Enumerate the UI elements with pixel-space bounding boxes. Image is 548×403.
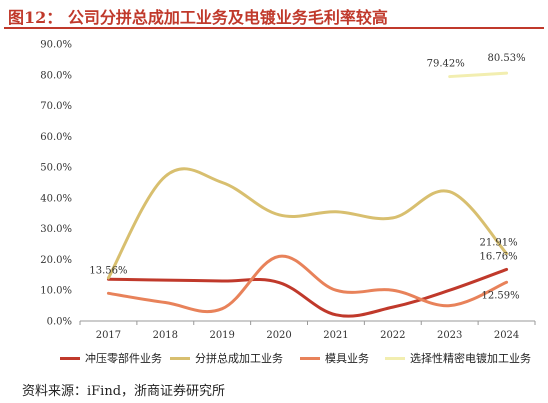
legend-label: 选择性精密电镀加工业务 [410,352,531,365]
data-point [448,304,451,307]
y-tick-label: 0.0% [47,317,72,328]
legend-item: 模具业务 [300,350,369,366]
legend-label: 模具业务 [325,352,369,365]
y-tick-label: 40.0% [40,193,72,204]
legend-item: 选择性精密电镀加工业务 [385,350,531,366]
y-tick-label: 10.0% [40,286,72,297]
y-tick-label: 30.0% [40,224,72,235]
data-label: 21.91% [479,238,517,249]
y-tick-label: 90.0% [40,40,72,51]
series-line [106,254,509,314]
data-point [221,279,224,282]
data-point [221,307,224,310]
data-point [334,289,337,292]
source-note: 资料来源：iFind，浙商证券研究所 [22,384,226,399]
data-point [164,175,167,178]
legend-swatch [170,356,190,360]
y-tick-label: 70.0% [40,101,72,112]
x-tick-label: 2020 [266,330,291,341]
data-point [221,181,224,184]
data-point [164,301,167,304]
data-label: 80.53% [487,53,525,64]
data-point [391,216,394,219]
y-tick-label: 60.0% [40,132,72,143]
legend-item: 冲压零部件业务 [60,350,162,366]
y-tick-label: 80.0% [40,70,72,81]
x-tick-label: 2019 [209,330,234,341]
x-tick-label: 2024 [494,330,519,341]
data-point [505,281,508,284]
data-point [278,255,281,258]
legend-label: 冲压零部件业务 [85,352,162,365]
data-label: 12.59% [481,290,519,301]
legend-item: 分拼总成加工业务 [170,350,283,366]
legend-swatch [300,356,320,360]
page-title: 图12： 公司分拼总成加工业务及电镀业务毛利率较高 [8,8,388,27]
data-point [448,75,451,78]
data-point [334,313,337,316]
x-tick-label: 2018 [153,330,178,341]
x-tick-label: 2017 [96,330,121,341]
series-line [106,267,509,318]
data-point [448,190,451,193]
y-axis: 0.0% 10.0% 20.0% 30.0% 40.0% 50.0% 60.0% 70.0% 8… [40,40,72,328]
x-tick-label: 2022 [380,330,405,341]
data-point [334,210,337,213]
x-tick-label: 2021 [323,330,348,341]
data-point [107,276,110,279]
legend-label: 分拼总成加工业务 [195,352,283,365]
data-point [391,289,394,292]
data-point [505,268,508,271]
data-point [505,72,508,75]
data-point [107,292,110,295]
series-line [106,167,509,280]
x-tick-label: 2023 [437,330,462,341]
series-line [448,71,509,79]
title-divider [4,27,544,29]
data-label-layer: 13.56% 16.76% 21.91% 12.59% 79.42% 80.53% [89,53,525,301]
y-tick-label: 50.0% [40,163,72,174]
legend-swatch [385,356,405,360]
x-axis: 2017 2018 2019 2020 2021 2022 2023 2024 [79,320,536,341]
legend: 冲压零部件业务 分拼总成加工业务 模具业务 选择性精密电镀加工业务 [60,350,546,366]
data-label: 79.42% [427,59,465,70]
series-layer [106,71,509,318]
line-chart: 0.0% 10.0% 20.0% 30.0% 40.0% 50.0% 60.0% 70.0% 8… [40,40,536,341]
data-label: 16.76% [479,251,517,262]
data-point [391,306,394,309]
data-label: 13.56% [89,265,127,276]
data-point [278,281,281,284]
y-tick-label: 20.0% [40,255,72,266]
data-point [164,279,167,282]
data-point [448,289,451,292]
legend-swatch [60,356,80,360]
data-point [278,213,281,216]
